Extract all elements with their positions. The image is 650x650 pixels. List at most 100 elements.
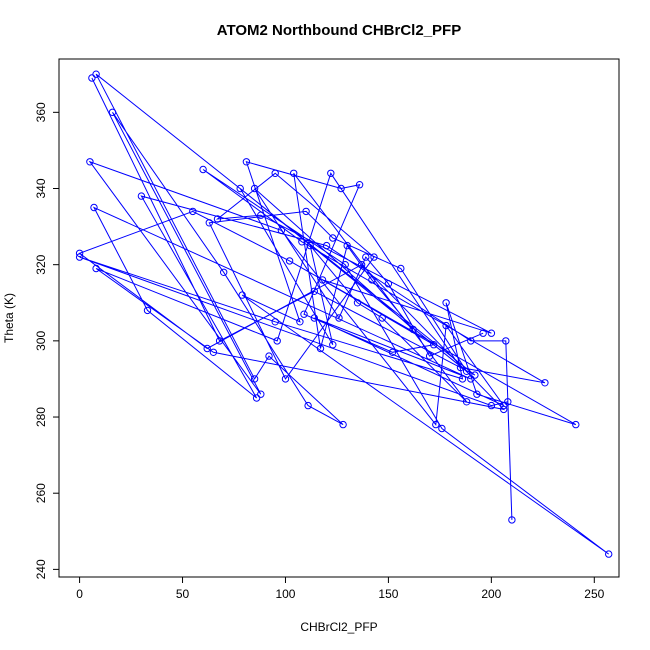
y-axis: 240 260 280 300 320 340 360 [34, 102, 60, 579]
data-point [265, 352, 273, 360]
data-point [378, 314, 386, 322]
data-point [92, 264, 100, 273]
data-point [500, 405, 508, 414]
x-tick-label: 150 [378, 587, 398, 601]
data-point [199, 165, 207, 174]
data-point [290, 169, 298, 178]
x-tick-label: 50 [176, 587, 190, 601]
data-point [296, 318, 304, 326]
data-point [273, 337, 281, 345]
data-point [341, 261, 349, 269]
data-point [302, 207, 310, 216]
data-point [322, 241, 331, 250]
data-point [462, 398, 471, 406]
data-point [257, 390, 265, 398]
x-axis: 0 50 100 150 200 250 [76, 576, 605, 601]
data-point [310, 287, 318, 295]
data-point [438, 424, 446, 433]
data-point [487, 329, 496, 337]
data-point [409, 325, 417, 334]
data-point [458, 375, 467, 383]
data-point [298, 238, 306, 246]
data-point [271, 318, 279, 326]
data-point [357, 261, 366, 269]
data-point [467, 375, 475, 383]
x-tick-label: 0 [76, 587, 83, 601]
x-tick-label: 100 [275, 587, 295, 601]
data-point [329, 341, 337, 349]
data-point [500, 401, 508, 410]
data-point [281, 375, 290, 383]
data-point [90, 203, 98, 212]
data-point [329, 234, 337, 242]
data-point [189, 207, 197, 216]
data-point [236, 184, 244, 193]
data-point [213, 215, 222, 223]
x-axis-label: CHBrCl2_PFP [300, 620, 377, 634]
y-tick-label: 340 [34, 178, 48, 198]
data-point [209, 348, 218, 356]
data-point [306, 241, 314, 250]
data-point [355, 181, 364, 189]
data-point [108, 108, 117, 117]
data-point [271, 169, 279, 178]
data-point [370, 253, 378, 261]
data-point [215, 337, 224, 345]
x-tick-label: 250 [584, 587, 604, 601]
data-point [250, 375, 259, 383]
series-layer [75, 70, 613, 558]
data-point [572, 420, 580, 429]
data-point [479, 329, 487, 337]
data-point [86, 158, 94, 166]
data-point [339, 420, 347, 429]
data-point [504, 398, 512, 406]
data-point [502, 337, 510, 345]
data-point [318, 276, 327, 284]
y-tick-label: 360 [34, 102, 48, 122]
data-point [397, 264, 405, 273]
data-point [337, 184, 345, 193]
data-point [238, 291, 246, 299]
data-point [300, 310, 308, 318]
data-point [456, 363, 465, 372]
data-point [327, 169, 335, 178]
data-point [473, 390, 481, 398]
data-point [605, 550, 613, 558]
data-point [92, 70, 100, 78]
data-point [335, 314, 343, 322]
data-point [362, 253, 370, 261]
data-point [203, 344, 211, 353]
x-tick-label: 200 [481, 587, 501, 601]
data-point [304, 401, 312, 410]
series-line [78, 73, 610, 555]
data-point [277, 226, 286, 235]
data-point [257, 211, 265, 219]
data-point [442, 321, 450, 330]
data-point [252, 394, 261, 402]
data-point [467, 337, 475, 345]
data-point [353, 299, 362, 307]
data-point [471, 371, 479, 379]
y-axis-label: Theta (K) [2, 293, 16, 343]
data-point [368, 276, 376, 284]
data-point [508, 516, 516, 524]
data-point [432, 420, 440, 429]
data-point [384, 280, 393, 288]
data-point [75, 249, 84, 258]
y-tick-label: 280 [34, 407, 48, 427]
y-tick-label: 240 [34, 559, 48, 579]
chart-title: ATOM2 Northbound CHBrCl2_PFP [217, 22, 461, 39]
data-point [442, 299, 450, 307]
data-point [220, 268, 228, 276]
data-point [541, 379, 549, 387]
data-point [205, 219, 214, 227]
data-point [137, 192, 146, 200]
data-point [75, 253, 84, 261]
data-point [88, 74, 96, 82]
data-point [430, 341, 438, 349]
data-point [316, 344, 325, 353]
data-point [487, 401, 496, 410]
y-tick-label: 320 [34, 254, 48, 274]
data-point [462, 367, 471, 375]
